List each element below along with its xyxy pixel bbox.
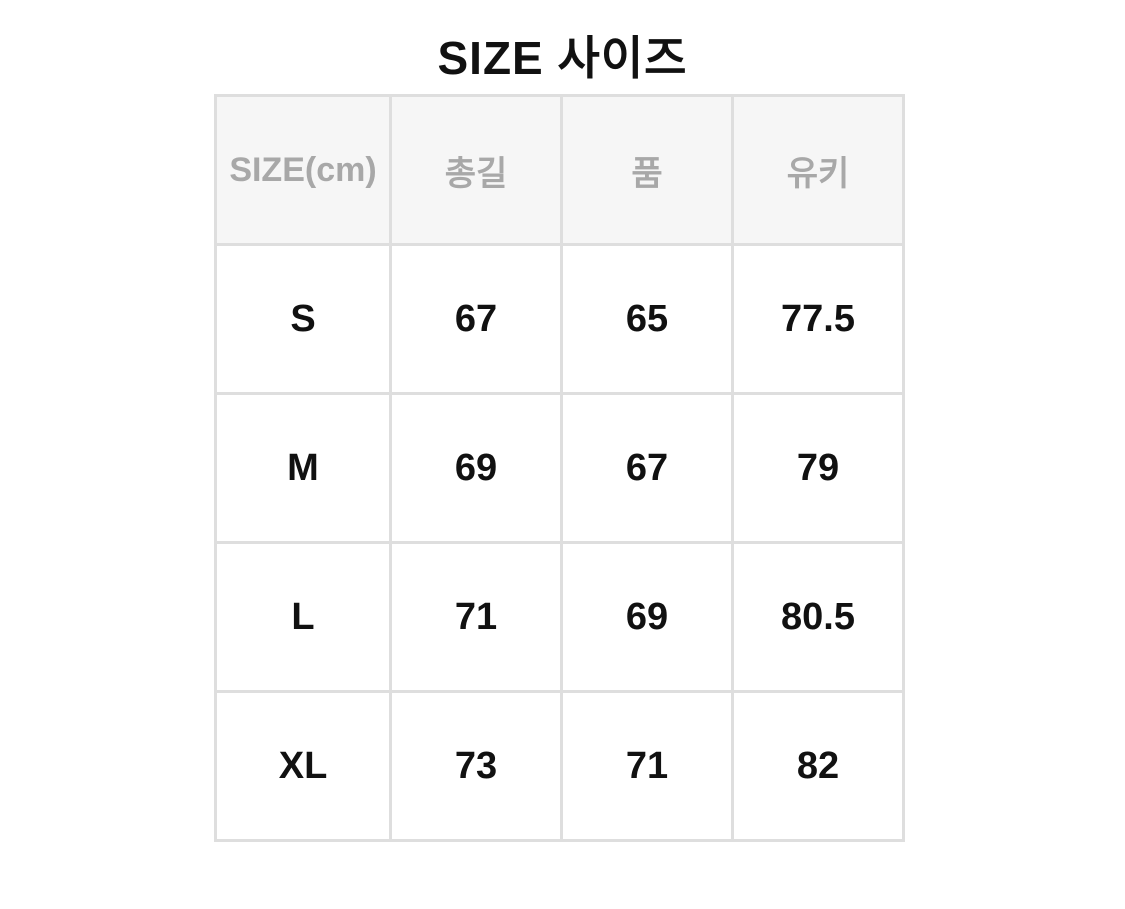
value-cell: 82 (731, 690, 905, 842)
table-row: M 69 67 79 (214, 392, 905, 544)
size-table: SIZE(cm) 총길 품 유키 S 67 65 77.5 M 69 67 79… (214, 94, 905, 842)
value-cell: 77.5 (731, 243, 905, 395)
header-size: SIZE(cm) (214, 94, 392, 246)
table-row: L 71 69 80.5 (214, 541, 905, 693)
value-cell: 69 (389, 392, 563, 544)
size-cell: L (214, 541, 392, 693)
value-cell: 80.5 (731, 541, 905, 693)
size-cell: XL (214, 690, 392, 842)
value-cell: 71 (389, 541, 563, 693)
value-cell: 73 (389, 690, 563, 842)
value-cell: 69 (560, 541, 734, 693)
value-cell: 71 (560, 690, 734, 842)
page-title: SIZE 사이즈 (437, 32, 688, 84)
header-sleeve-length: 유키 (731, 94, 905, 246)
value-cell: 67 (560, 392, 734, 544)
header-chest-width: 품 (560, 94, 734, 246)
size-cell: S (214, 243, 392, 395)
header-row: SIZE(cm) 총길 품 유키 (214, 94, 905, 246)
value-cell: 67 (389, 243, 563, 395)
size-cell: M (214, 392, 392, 544)
value-cell: 79 (731, 392, 905, 544)
table-row: S 67 65 77.5 (214, 243, 905, 395)
header-total-length: 총길 (389, 94, 563, 246)
table-row: XL 73 71 82 (214, 690, 905, 842)
value-cell: 65 (560, 243, 734, 395)
